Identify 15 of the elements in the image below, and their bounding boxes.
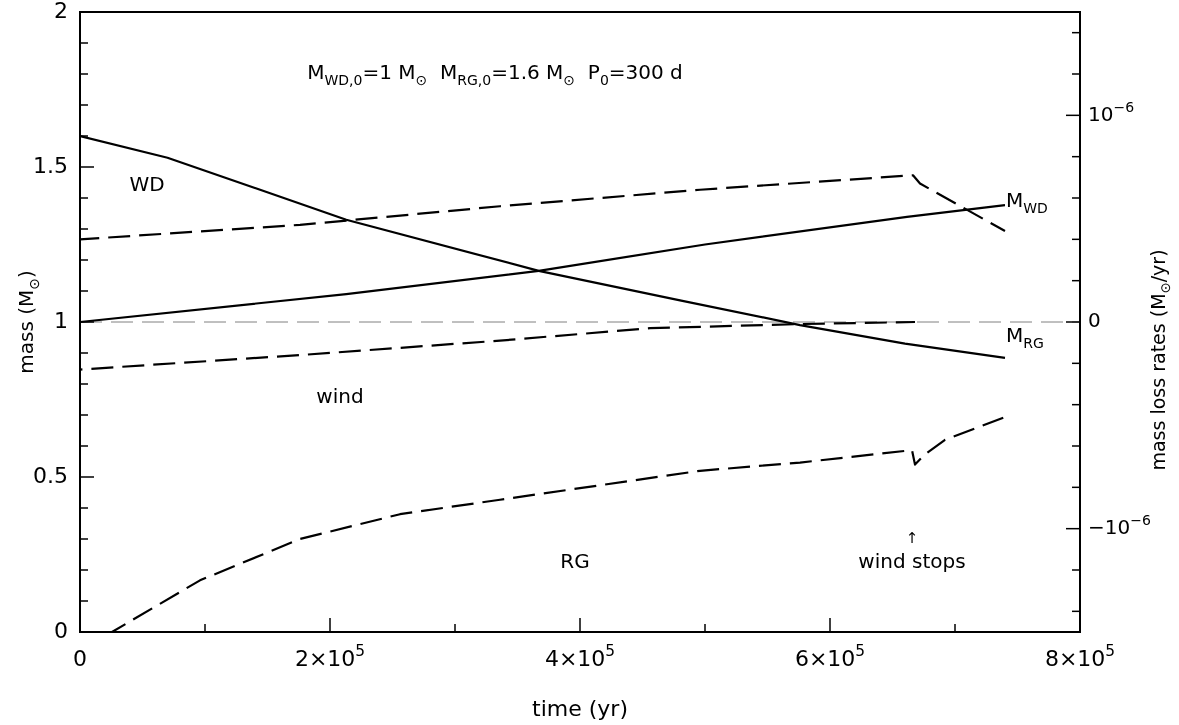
y2-axis-title: mass loss rates (M⊙/yr) bbox=[1146, 249, 1174, 471]
y-tick-label: 2 bbox=[54, 0, 68, 23]
y-tick-label: 0 bbox=[54, 617, 68, 643]
annotation: WD bbox=[129, 172, 165, 197]
y-axis-title: mass (M⊙) bbox=[14, 270, 42, 374]
annotation: wind bbox=[316, 384, 364, 409]
x-tick-label: 0 bbox=[73, 645, 87, 671]
y-tick-label: 1 bbox=[54, 307, 68, 333]
x-axis-title: time (yr) bbox=[532, 695, 628, 721]
annotation: wind stops bbox=[858, 549, 966, 574]
y2-tick-label: 0 bbox=[1088, 308, 1101, 333]
y-tick-label: 1.5 bbox=[33, 152, 69, 178]
annotation: RG bbox=[560, 549, 590, 574]
y-tick-label: 0.5 bbox=[33, 462, 69, 488]
annotation: ↑ bbox=[905, 528, 919, 547]
